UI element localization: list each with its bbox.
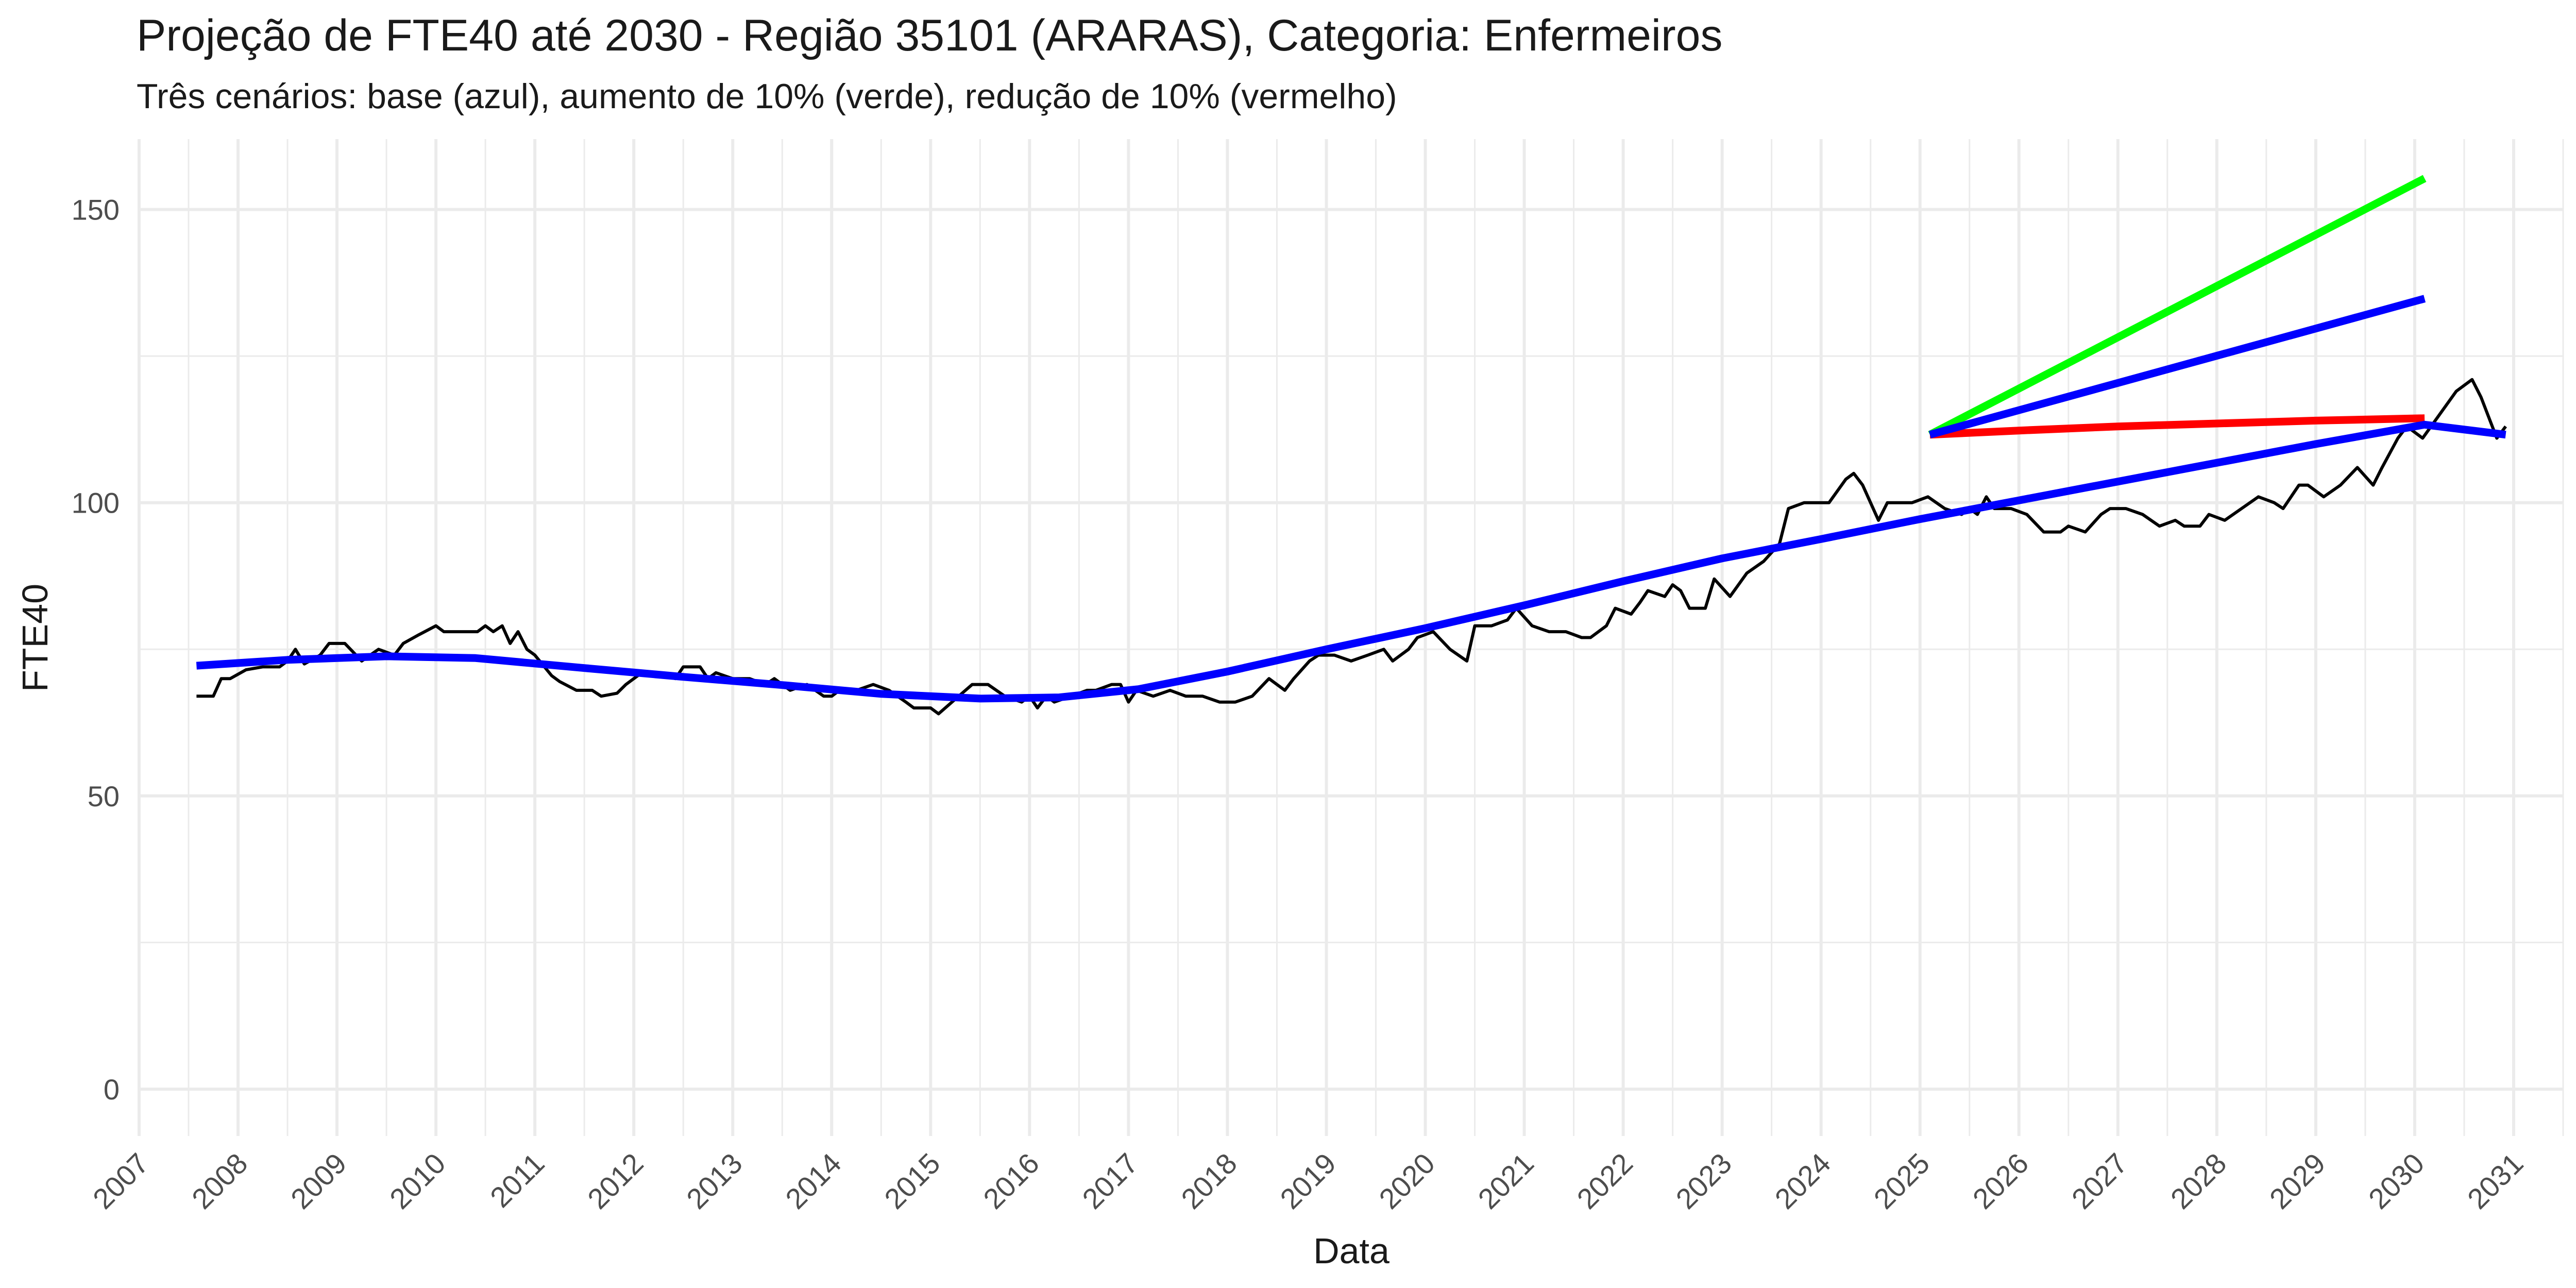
- y-tick-label: 0: [104, 1073, 120, 1106]
- x-tick-label: 2021: [1471, 1147, 1540, 1215]
- x-tick-label: 2016: [977, 1147, 1045, 1215]
- x-tick-label: 2026: [1967, 1147, 2035, 1215]
- x-tick-label: 2018: [1175, 1147, 1243, 1215]
- x-tick-label: 2020: [1372, 1147, 1441, 1215]
- x-tick-label: 2017: [1076, 1147, 1144, 1215]
- series-line-base-projection: [1928, 295, 2426, 438]
- x-tick-label: 2029: [2263, 1147, 2332, 1215]
- x-tick-label: 2030: [2362, 1147, 2431, 1215]
- y-tick-label: 100: [72, 487, 120, 519]
- grid: [138, 139, 2564, 1136]
- series-group: [196, 175, 2507, 716]
- x-tick-label: 2014: [779, 1147, 848, 1215]
- x-tick-label: 2009: [284, 1147, 353, 1215]
- series-line-base: [196, 420, 2506, 703]
- y-tick-label: 150: [72, 194, 120, 226]
- x-tick-label: 2027: [2065, 1147, 2134, 1215]
- series-line-decrease: [1929, 414, 2425, 439]
- x-tick-label: 2012: [581, 1147, 650, 1215]
- x-tick-label: 2028: [2164, 1147, 2233, 1215]
- x-tick-label: 2008: [185, 1147, 254, 1215]
- x-tick-label: 2031: [2461, 1147, 2530, 1215]
- y-axis-title: FTE40: [15, 584, 55, 692]
- x-tick-label: 2007: [87, 1147, 155, 1215]
- y-tick-label: 50: [88, 780, 120, 812]
- x-tick-label: 2022: [1570, 1147, 1639, 1215]
- chart-title: Projeção de FTE40 até 2030 - Região 3510…: [137, 11, 1723, 60]
- x-tick-label: 2011: [484, 1147, 551, 1214]
- x-tick-label: 2015: [878, 1147, 946, 1215]
- x-tick-label: 2025: [1868, 1147, 1936, 1215]
- series-line-increase: [1928, 175, 2427, 438]
- x-tick-label: 2010: [383, 1147, 452, 1215]
- chart-subtitle: Três cenários: base (azul), aumento de 1…: [137, 77, 1397, 116]
- x-tick-label: 2013: [680, 1147, 749, 1215]
- series-line-observed: [196, 378, 2507, 716]
- x-axis-title: Data: [1313, 1231, 1389, 1271]
- x-tick-label: 2024: [1769, 1147, 1837, 1215]
- x-tick-label: 2019: [1274, 1147, 1342, 1215]
- y-tick-labels: 0 50 100 150: [72, 194, 120, 1106]
- x-tick-label: 2023: [1670, 1147, 1738, 1215]
- x-tick-labels: 2007 2008 2009 2010 2011 2012 2013 2014 2015 2016…: [87, 1147, 2530, 1215]
